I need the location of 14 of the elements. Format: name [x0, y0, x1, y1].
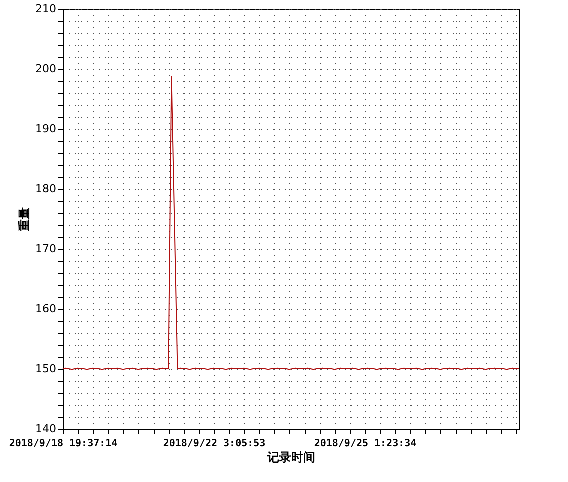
x-axis-title: 记录时间 — [266, 450, 316, 464]
y-tick-label: 150 — [36, 362, 56, 376]
x-tick-label: 2018/9/18 19:37:14 — [9, 438, 118, 450]
y-tick-label: 200 — [36, 62, 56, 76]
x-tick-label: 2018/9/25 1:23:34 — [314, 438, 417, 450]
line-series — [62, 76, 520, 370]
y-tick-label: 170 — [36, 242, 56, 256]
y-tick-label: 190 — [36, 122, 56, 136]
y-tick-label: 160 — [36, 302, 56, 316]
y-axis-title: 重量 — [18, 208, 32, 232]
x-tick-label: 2018/9/22 3:05:53 — [163, 438, 266, 450]
y-tick-label: 140 — [36, 422, 56, 436]
y-tick-label: 210 — [36, 2, 56, 16]
y-tick-label: 180 — [36, 182, 56, 196]
